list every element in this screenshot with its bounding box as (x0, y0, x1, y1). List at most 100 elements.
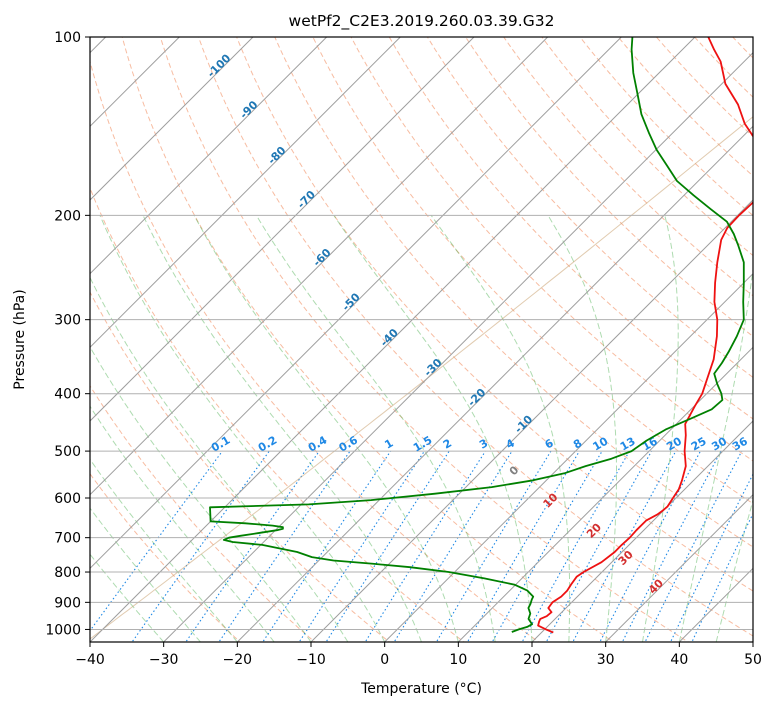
mixing-ratio-label: 1 (382, 437, 395, 452)
isotherm-line (90, 37, 328, 275)
mixing-ratio-label: 4 (504, 436, 517, 451)
x-tick-label: −10 (296, 652, 326, 668)
mixing-ratio-line (691, 512, 753, 642)
moist-adiabat (715, 498, 753, 642)
plot-frame (89, 36, 754, 643)
moist-adiabat (90, 276, 349, 642)
mixing-ratio-label: 3 (477, 437, 490, 452)
dry-adiabat (350, 37, 753, 462)
isotherm-line (678, 567, 753, 642)
x-tick-label: −20 (223, 652, 253, 668)
dry-adiabat (121, 37, 615, 642)
isotherm-line (384, 272, 753, 642)
mixing-ratio-line (262, 450, 392, 642)
y-tick-label: 900 (54, 595, 81, 611)
dewpoint-line (209, 37, 745, 633)
isotherm-line (90, 37, 475, 422)
y-tick-label: 200 (54, 208, 81, 224)
isotherm-label: -60 (310, 246, 333, 269)
isotherm-label: -40 (378, 326, 401, 349)
dry-adiabat (159, 37, 690, 642)
isotherm-label: -50 (340, 290, 363, 313)
dry-adiabat (197, 37, 753, 637)
moist-adiabat-label: 0 (507, 463, 522, 478)
isoline-labels: -100-90-80-70-60-50-40-30-20-100.1 0.2 0.4… (205, 51, 750, 596)
moist-adiabat-label: 30 (616, 548, 636, 568)
isotherm-label: -70 (295, 188, 318, 211)
y-tick-label: 300 (54, 313, 81, 329)
mixing-ratio-label: 2 (441, 437, 454, 452)
moist-adiabat (193, 215, 459, 642)
mixing-ratio-line (599, 450, 701, 642)
y-axis-title: Pressure (hPa) (12, 289, 28, 389)
isotherm-line (752, 641, 753, 642)
moist-adiabat (90, 458, 238, 642)
chart-title: wetPf2_C2E3.2019.260.03.39.G32 (289, 12, 555, 31)
moist-adiabat (255, 215, 496, 642)
isotherm-line (90, 37, 401, 349)
mixing-ratio-line (325, 450, 450, 642)
y-tick-label: 100 (54, 30, 81, 46)
y-tick-label: 800 (54, 565, 81, 581)
y-axis: 100 200 300 400 500 600 700 800 900 1000 (45, 30, 90, 638)
x-tick-label: 20 (523, 652, 541, 668)
x-tick-label: 10 (449, 652, 467, 668)
y-tick-label: 600 (54, 491, 81, 507)
isotherm-line (531, 420, 753, 642)
isotherm-line (236, 125, 753, 642)
isotherm-line (457, 346, 753, 642)
moist-adiabat (142, 215, 422, 642)
x-tick-label: 50 (744, 652, 762, 668)
moist-adiabat (752, 640, 753, 642)
dry-adiabat (312, 37, 753, 505)
dry-adiabat (758, 24, 775, 645)
dry-adiabat (236, 37, 753, 592)
x-axis-title: Temperature (°C) (360, 681, 482, 697)
dry-adiabat (503, 37, 753, 297)
dry-adiabat (274, 37, 753, 548)
mixing-ratio-line (298, 450, 425, 642)
isotherm-label: -80 (265, 144, 288, 167)
moist-adiabat (678, 265, 753, 642)
mixing-ratio-line (644, 450, 743, 642)
y-tick-label: 700 (54, 531, 81, 547)
moist-adiabat-label: 10 (541, 490, 561, 510)
x-tick-label: −30 (149, 652, 179, 668)
x-tick-label: 40 (670, 652, 688, 668)
dry-adiabat-emphasis (90, 116, 753, 640)
x-tick-label: −40 (75, 652, 105, 668)
y-tick-label: 400 (54, 387, 81, 403)
mixing-ratio-line (621, 450, 722, 642)
dry-adiabat (465, 37, 753, 338)
x-tick-label: 0 (380, 652, 389, 668)
grid-lines (90, 37, 753, 642)
moist-adiabat (90, 345, 312, 642)
moist-adiabat (642, 215, 679, 642)
isotherm-label: -100 (205, 51, 234, 80)
isotherm-line (90, 37, 254, 201)
isotherm-line (605, 493, 753, 642)
dry-adiabat (732, 37, 753, 59)
moist-adiabat (430, 215, 571, 642)
mixing-ratio-line (466, 450, 580, 642)
dry-adiabat (426, 37, 753, 379)
isotherm-label: -90 (237, 98, 260, 121)
isotherm-line (90, 37, 622, 570)
mixing-ratio-line (572, 450, 677, 642)
isotherm-line (90, 37, 549, 496)
mixing-ratio-line (90, 450, 223, 632)
moist-adiabat (90, 405, 275, 642)
series-layer (209, 37, 753, 634)
isotherm-line (163, 51, 753, 642)
mixing-ratio-line (364, 450, 486, 642)
dry-adiabat (388, 37, 753, 420)
isotherm-label: -30 (421, 356, 444, 379)
mixing-ratio-line (185, 450, 320, 642)
moist-adiabat (90, 553, 165, 642)
mixing-ratio-label: 6 (543, 436, 556, 451)
isotherm-line (90, 37, 696, 642)
dry-adiabat (90, 384, 316, 642)
moist-adiabat-label: 40 (646, 576, 666, 596)
y-tick-label: 1000 (45, 622, 81, 638)
